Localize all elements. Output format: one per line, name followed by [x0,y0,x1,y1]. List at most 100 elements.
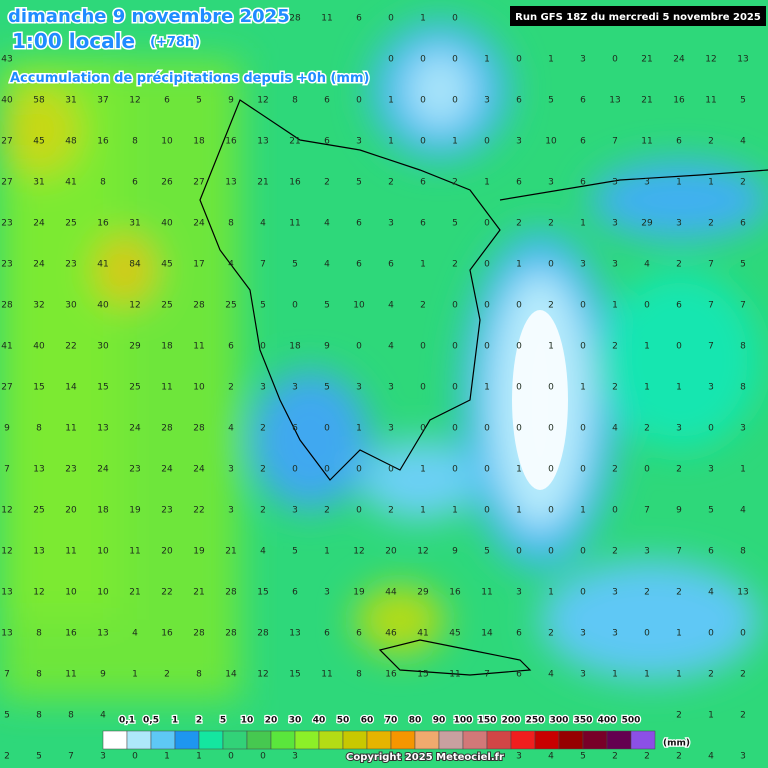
grid-value: 3 [580,260,586,270]
grid-value: 3 [388,424,394,434]
grid-value: 11 [705,96,716,106]
grid-value: 5 [740,260,746,270]
grid-value: 9 [4,424,10,434]
grid-value: 9 [676,506,682,516]
grid-value: 8 [228,219,234,229]
grid-value: 0 [644,301,650,311]
grid-value: 44 [385,588,397,598]
grid-value: 2 [740,711,746,721]
grid-value: 45 [449,629,460,639]
grid-value: 1 [388,137,394,147]
grid-value: 12 [353,547,364,557]
grid-value: 5 [708,506,714,516]
grid-value: 58 [33,96,45,106]
grid-value: 41 [65,178,76,188]
grid-value: 25 [33,506,44,516]
grid-value: 4 [100,711,106,721]
grid-value: 2 [612,547,618,557]
lead-time: (+78h) [150,35,200,50]
legend-label: 350 [574,716,593,726]
grid-value: 0 [452,96,458,106]
grid-value: 6 [356,629,362,639]
grid-value: 28 [1,301,13,311]
grid-value: 12 [33,588,44,598]
grid-value: 6 [676,137,682,147]
grid-value: 3 [740,752,746,762]
legend-label: 0,5 [143,716,159,726]
grid-value: 0 [580,301,586,311]
grid-value: 5 [356,178,362,188]
grid-value: 0 [292,465,298,475]
grid-value: 11 [65,670,76,680]
grid-value: 2 [644,752,650,762]
legend-swatch [150,730,176,750]
grid-value: 1 [708,711,714,721]
grid-value: 16 [385,670,397,680]
grid-value: 4 [612,424,618,434]
grid-value: 28 [193,424,205,434]
grid-value: 13 [225,178,236,188]
grid-value: 6 [388,260,394,270]
grid-value: 0 [356,506,362,516]
grid-value: 1 [580,219,586,229]
grid-value: 3 [100,752,106,762]
grid-value: 0 [420,55,426,65]
grid-value: 0 [420,383,426,393]
grid-value: 24 [33,219,45,229]
grid-value: 13 [737,55,748,65]
grid-value: 43 [1,55,12,65]
grid-value: 11 [129,547,140,557]
grid-value: 1 [516,465,522,475]
grid-value: 11 [641,137,652,147]
grid-value: 5 [260,301,266,311]
grid-value: 0 [452,14,458,24]
grid-value: 0 [484,342,490,352]
grid-value: 5 [196,96,202,106]
grid-value: 0 [612,55,618,65]
legend-swatch [510,730,536,750]
grid-value: 11 [321,670,332,680]
grid-value: 41 [417,629,428,639]
grid-value: 4 [740,506,746,516]
grid-value: 31 [65,96,76,106]
legend-swatch [606,730,632,750]
legend-swatch [558,730,584,750]
grid-value: 0 [516,55,522,65]
grid-value: 0 [548,506,554,516]
grid-value: 8 [68,711,74,721]
grid-value: 29 [129,342,141,352]
grid-value: 13 [737,588,748,598]
grid-value: 0 [516,383,522,393]
grid-value: 8 [36,424,42,434]
grid-value: 3 [388,219,394,229]
grid-value: 12 [1,547,12,557]
legend-label: 30 [289,716,302,726]
grid-value: 0 [452,342,458,352]
grid-value: 27 [1,137,12,147]
grid-value: 7 [644,506,650,516]
grid-value: 0 [516,301,522,311]
grid-value: 12 [257,670,268,680]
grid-value: 8 [740,383,746,393]
grid-value: 1 [516,260,522,270]
grid-value: 13 [97,424,108,434]
grid-value: 3 [612,588,618,598]
grid-value: 6 [356,14,362,24]
legend-swatch [102,730,128,750]
map-subtitle: Accumulation de précipitations depuis +0… [10,71,369,86]
grid-value: 1 [612,670,618,680]
grid-value: 3 [580,629,586,639]
grid-value: 0 [356,342,362,352]
legend-label: 150 [478,716,497,726]
island [378,639,532,676]
grid-value: 6 [516,670,522,680]
grid-value: 0 [708,424,714,434]
grid-value: 3 [292,383,298,393]
grid-value: 2 [388,506,394,516]
grid-value: 18 [289,342,301,352]
grid-value: 2 [708,219,714,229]
grid-value: 23 [65,260,76,270]
grid-value: 3 [612,178,618,188]
grid-value: 2 [740,670,746,680]
grid-value: 12 [1,506,12,516]
